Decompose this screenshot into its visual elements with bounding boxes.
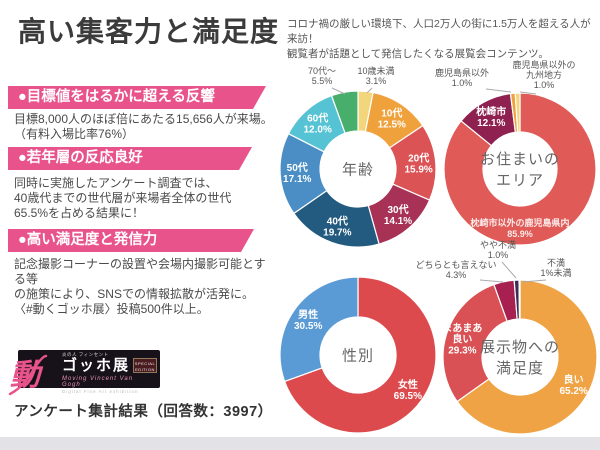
section-heading-response: ●目標値をはるかに超える反響 (8, 86, 266, 109)
slice-label: 50代 17.1% (283, 161, 311, 185)
slice-label: どちらとも言えない 4.3% (415, 259, 496, 280)
age-donut-chart: 10歳未満 3.1% 10代 12.5% 20代 15.9% 30代 14.1% 40代 19.7… (272, 62, 444, 252)
page-title: 高い集客力と満足度 (18, 16, 280, 47)
logo-title: ゴッホ展 (62, 357, 131, 374)
slice-label: 枕崎市以外の鹿児島県内 85.9% (470, 217, 569, 239)
bottom-gray-strip (0, 437, 600, 450)
chart-center-label: 年齢 (342, 162, 374, 179)
section-body-response: 目標8,000人のほぼ倍にあたる15,656人が来場。 （有料入場比率76%） (14, 112, 273, 141)
gender-donut-chart: 女性 69.5% 男性 30.5% 性別 (272, 268, 444, 450)
slice-label: 枕崎市 12.1% (476, 105, 506, 129)
donut-slice (279, 276, 359, 383)
donut-slice (443, 92, 597, 246)
intro-line-1: コロナ禍の厳しい環境下、人口2万人の街に1.5万人を超える人が来訪！ (287, 18, 591, 46)
section-body-young: 同時に実施したアンケート調査では、 40歳代までの世代層が来場者全体の世代 65… (14, 176, 232, 220)
slice-label: 鹿児島県以外 1.0% (435, 67, 489, 88)
section-heading-young: ●若年層の反応良好 (8, 147, 252, 170)
donut-slice (518, 279, 521, 320)
slice-label: まあまあ良い 29.3% (442, 321, 482, 356)
donut-slice (283, 276, 437, 434)
intro-line-2: 観覧者が話題として発信したくなる展覧会コンテンツ。 (287, 48, 549, 61)
slice-label: 70代〜 5.5% (308, 66, 336, 86)
donut-slice (442, 283, 508, 403)
logo-kanji-moving: 動 (10, 358, 40, 393)
brush-swoosh-icon (8, 354, 48, 396)
slice-label: 60代 12.0% (304, 111, 332, 135)
logo-subtitle: Moving Vincent Van Gogh (62, 375, 134, 388)
gogh-exhibition-logo: 動 炎の人 フィンセント ゴッホ展 Moving Vincent Van Gog… (8, 350, 160, 396)
leader-line (485, 88, 512, 93)
leader-line (521, 279, 547, 283)
chart-center-label: 展示物への満足度 (480, 339, 560, 377)
slice-label: 30代 14.1% (384, 203, 412, 227)
donut-slice (514, 92, 521, 133)
section-body-satisfaction: 記念撮影コーナーの設置や会場内撮影可能とする等 の施策により、SNSでの情報拡散… (14, 257, 266, 316)
slice-label: 鹿児島県以外の九州地方 1.0% (512, 59, 575, 90)
special-edition-badge: SPECIAL EDITION (133, 358, 157, 373)
section-heading-satisfaction: ●高い満足度と発信力 (8, 229, 254, 252)
slice-label: 男性 30.5% (294, 308, 322, 332)
slice-label: 10代 12.5% (378, 106, 406, 130)
slice-label: 不満 1%未満 (540, 258, 571, 278)
logo-edition-line: Digital Fine Art exhibition (62, 388, 139, 394)
exhibit-satisfaction-donut-chart: 良い 65.2% まあまあ良い 29.3% どちらとも言えない 4.3% やや不満 1.0% 不… (415, 238, 600, 450)
donut-slice (456, 279, 598, 435)
chart-center-label: 性別 (342, 348, 374, 365)
slice-label: 40代 19.7% (323, 214, 351, 238)
badge-line-1: SPECIAL (134, 361, 156, 366)
survey-result-caption: アンケート集計結果（回答数：3997） (14, 404, 273, 420)
slice-label: やや不満 1.0% (480, 240, 516, 260)
chart-center-label: お住まいのエリア (480, 151, 560, 189)
donut-slice (330, 90, 359, 135)
leader-line (366, 87, 373, 94)
leader-line (479, 279, 504, 283)
leader-line (501, 261, 517, 279)
leader-line (519, 91, 537, 95)
slice-label: 女性 69.5% (394, 378, 422, 402)
badge-line-2: EDITION (135, 366, 155, 372)
residence-area-donut-chart: 枕崎市以外の鹿児島県内 85.9% 枕崎市 12.1% 鹿児島県以外 1.0% 鹿児島県以外… (435, 59, 600, 252)
logo-text-block: 炎の人 フィンセント ゴッホ展 Moving Vincent Van Gogh … (62, 352, 150, 394)
slice-label: 10歳未満 3.1% (357, 65, 394, 86)
slice-label: 良い 65.2% (559, 373, 587, 397)
logo-tagline: 炎の人 フィンセント (62, 352, 109, 357)
slice-label: 20代 15.9% (404, 152, 432, 176)
intro-text: コロナ禍の厳しい環境下、人口2万人の街に1.5万人を超える人が来訪！ 観覧者が話題… (287, 17, 595, 63)
leader-line (331, 87, 346, 95)
